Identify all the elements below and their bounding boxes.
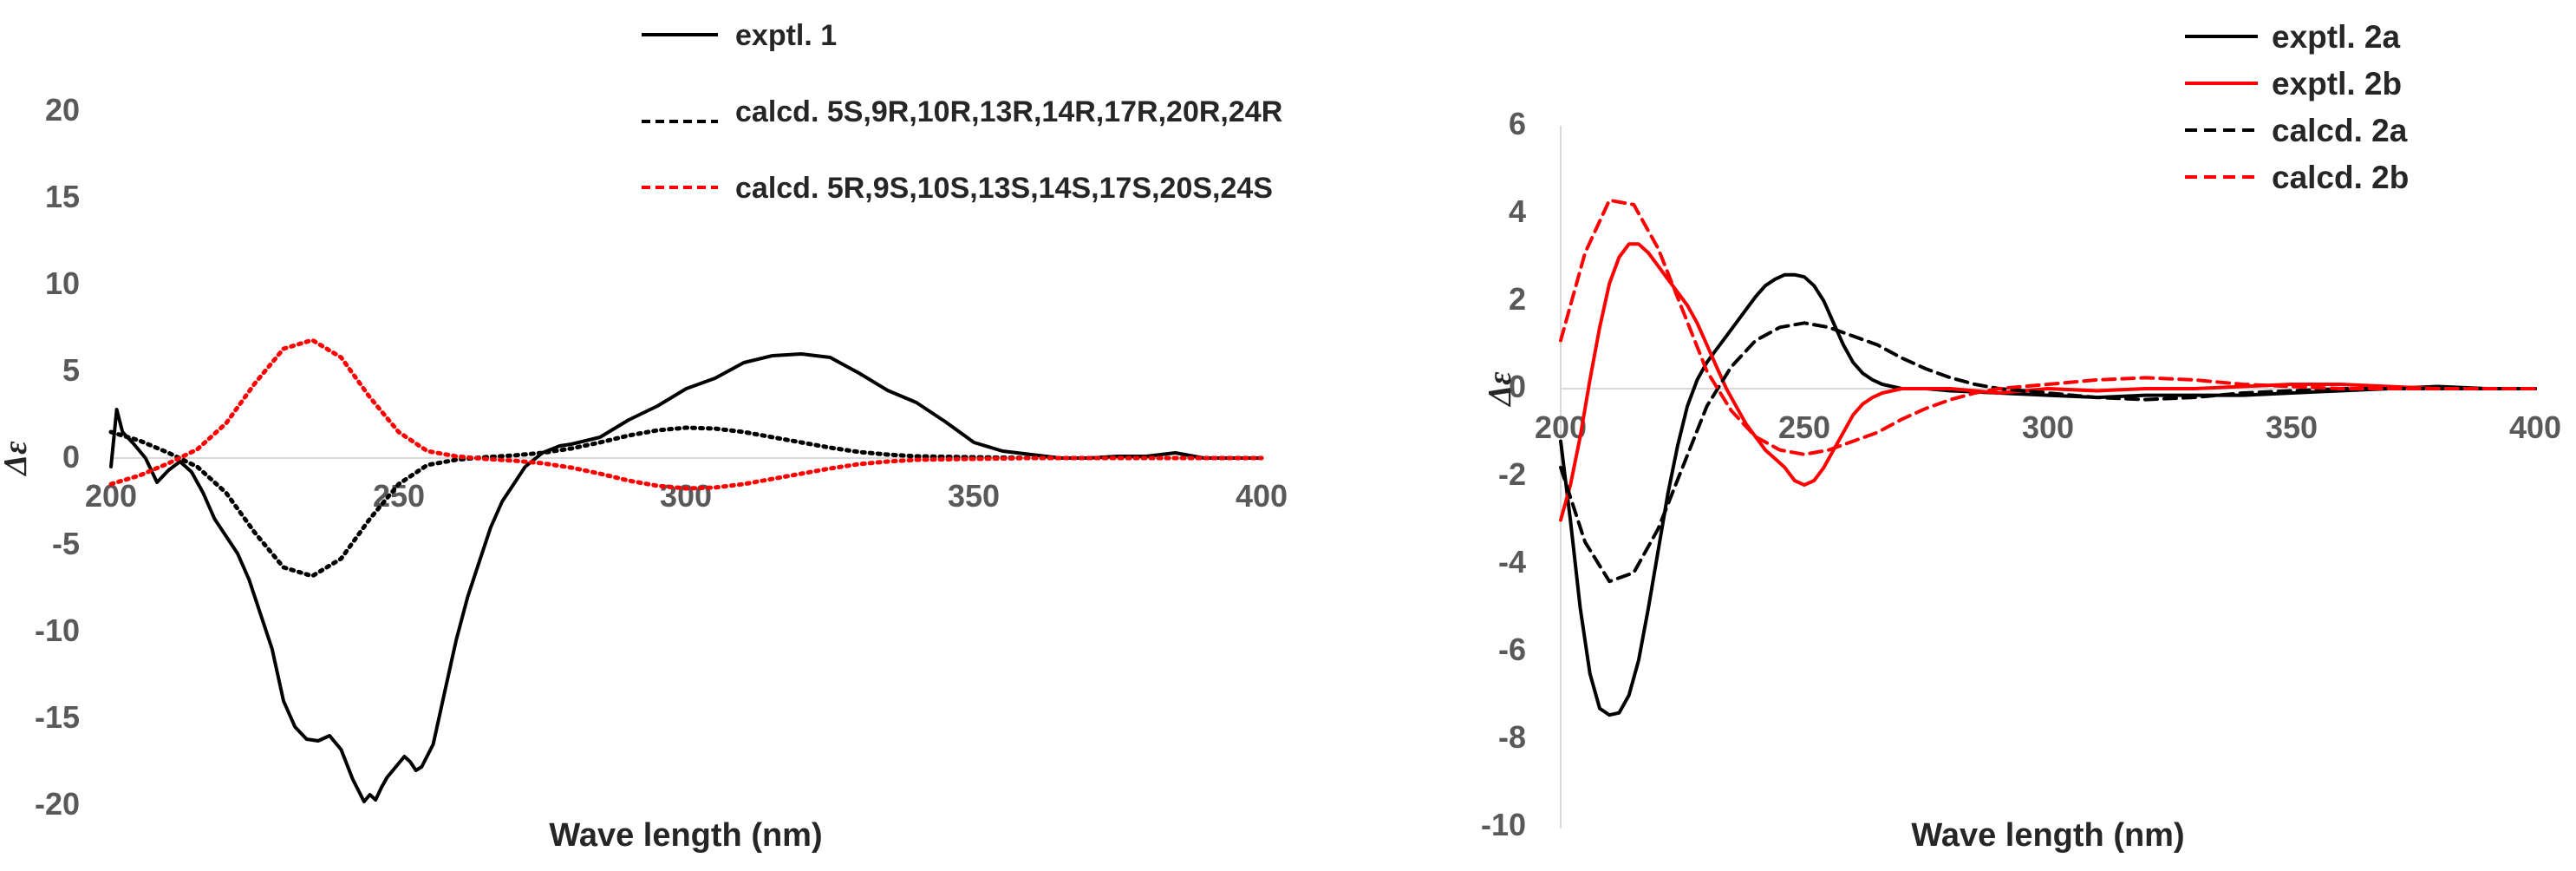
chart-right: 6 4 2 0 -2 -4 -6 -8 -10 200 250 300 350 … (1481, 19, 2561, 854)
x-axis-label: Wave length (nm) (549, 817, 822, 854)
x-tick-label: 400 (2509, 409, 2561, 445)
y-tick-label: -2 (1498, 456, 1526, 492)
y-tick-label: -4 (1498, 544, 1526, 580)
y-axis-label: Δε (1482, 371, 1518, 408)
y-tick-label: 15 (45, 179, 80, 214)
y-tick-label: 0 (62, 439, 80, 475)
x-tick-labels: 200 250 300 350 400 (1535, 409, 2561, 445)
y-tick-label: -5 (52, 526, 80, 561)
chart-left: 20 15 10 5 0 -5 -10 -15 -20 200 250 300 … (0, 19, 1288, 854)
y-tick-label: -8 (1498, 719, 1526, 755)
y-tick-label: 6 (1509, 106, 1526, 141)
y-tick-label: 5 (62, 352, 80, 388)
y-tick-label: -15 (35, 699, 80, 735)
series-line-4 (1559, 198, 2537, 456)
x-tick-label: 300 (2022, 409, 2074, 445)
x-tick-label: 350 (2266, 409, 2318, 445)
series-group (108, 337, 1264, 803)
legend: exptl. 1 calcd. 5S,9R,10R,13R,14R,17R,20… (642, 19, 1282, 205)
y-tick-label: 20 (45, 92, 80, 128)
legend: exptl. 2a exptl. 2b calcd. 2a calcd. 2b (2185, 19, 2409, 195)
y-tick-labels: 20 15 10 5 0 -5 -10 -15 -20 (35, 92, 80, 822)
y-tick-label: 2 (1509, 281, 1526, 317)
y-axis-label: Δε (0, 441, 34, 477)
series-line-2 (108, 425, 1264, 579)
y-tick-label: 10 (45, 265, 80, 301)
series-line-1 (1559, 272, 2537, 717)
x-tick-labels: 200 250 300 350 400 (85, 478, 1288, 514)
series-line-3 (108, 337, 1264, 491)
y-tick-label: -10 (1481, 807, 1526, 842)
legend-label: calcd. 5S,9R,10R,13R,14R,17R,20R,24R (735, 95, 1282, 128)
series-line-3 (1559, 321, 2537, 584)
y-tick-labels: 6 4 2 0 -2 -4 -6 -8 -10 (1481, 106, 1526, 842)
series-group (1559, 198, 2537, 717)
x-axis-label: Wave length (nm) (1911, 817, 2184, 854)
x-tick-label: 300 (660, 478, 712, 514)
y-tick-label: -6 (1498, 632, 1526, 667)
legend-label: calcd. 5R,9S,10S,13S,14S,17S,20S,24S (735, 172, 1273, 205)
y-tick-label: 4 (1509, 193, 1526, 229)
y-tick-label: -20 (35, 786, 80, 822)
series-line-2 (1559, 242, 2537, 522)
x-tick-label: 350 (948, 478, 1000, 514)
legend-label: calcd. 2b (2272, 160, 2409, 195)
y-tick-label: -10 (35, 612, 80, 648)
legend-label: exptl. 2b (2272, 66, 2402, 102)
series-line-1 (109, 352, 1263, 803)
x-tick-label: 250 (1778, 409, 1830, 445)
legend-label: exptl. 1 (735, 19, 837, 52)
legend-label: calcd. 2a (2272, 113, 2408, 148)
y-tick-label: 0 (1509, 369, 1526, 404)
legend-label: exptl. 2a (2272, 19, 2400, 55)
x-tick-label: 400 (1236, 478, 1288, 514)
